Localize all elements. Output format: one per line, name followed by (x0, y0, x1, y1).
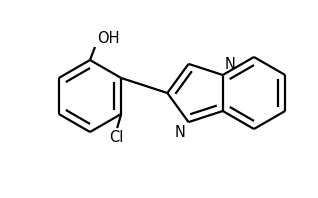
Text: N: N (175, 125, 185, 140)
Text: OH: OH (97, 31, 120, 46)
Text: N: N (225, 57, 236, 72)
Text: Cl: Cl (109, 130, 123, 145)
